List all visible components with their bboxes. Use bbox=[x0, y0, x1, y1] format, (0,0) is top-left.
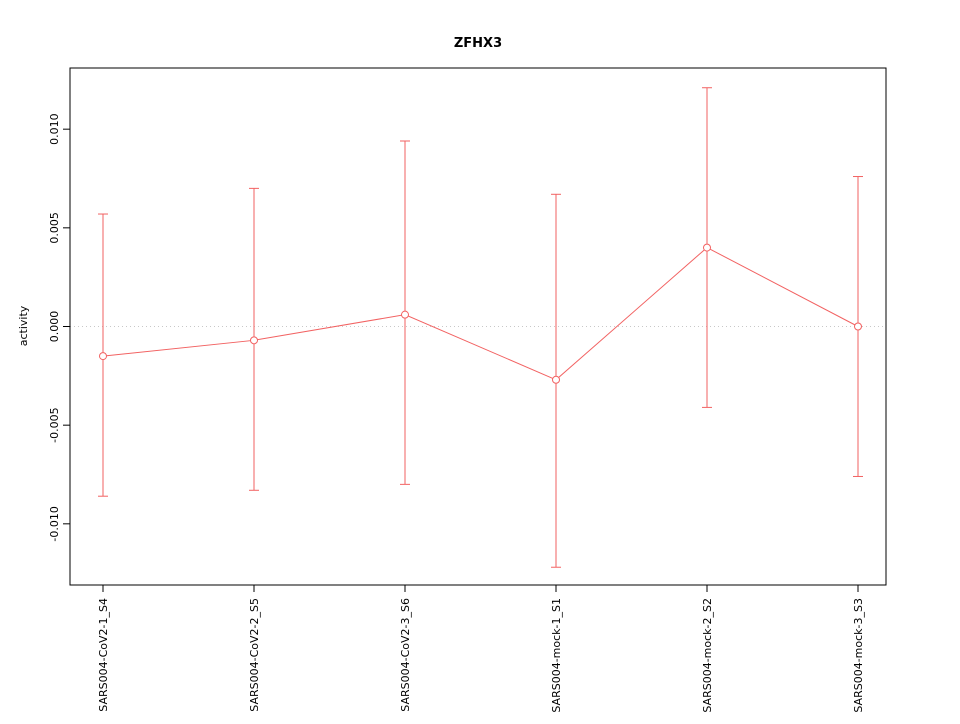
y-tick-label: 0.000 bbox=[48, 311, 61, 343]
y-tick-label: 0.010 bbox=[48, 113, 61, 145]
x-tick-label: SARS004-CoV2-2_S5 bbox=[248, 598, 261, 712]
data-point bbox=[552, 375, 560, 384]
data-point bbox=[99, 352, 107, 361]
y-axis-label: activity bbox=[17, 305, 30, 346]
x-tick-label: SARS004-mock-3_S3 bbox=[852, 598, 865, 713]
y-tick-label: -0.010 bbox=[48, 506, 61, 541]
x-tick-label: SARS004-mock-1_S1 bbox=[550, 598, 563, 713]
data-point bbox=[401, 310, 409, 319]
y-tick-label: 0.005 bbox=[48, 212, 61, 244]
y-tick-label: -0.005 bbox=[48, 407, 61, 442]
data-point bbox=[854, 322, 862, 331]
axis-layer: -0.010 -0.005 0.000 0.005 0.010 SARS004-CoV2-… bbox=[48, 113, 865, 712]
x-tick-label: SARS004-CoV2-3_S6 bbox=[399, 598, 412, 712]
data-series-layer bbox=[98, 87, 863, 568]
data-point bbox=[250, 336, 258, 345]
series-line bbox=[102, 246, 859, 381]
chart-title: ZFHX3 bbox=[454, 36, 502, 51]
x-tick-label: SARS004-mock-2_S2 bbox=[701, 598, 714, 713]
x-tick-label: SARS004-CoV2-1_S4 bbox=[97, 598, 110, 712]
data-point bbox=[703, 243, 711, 252]
